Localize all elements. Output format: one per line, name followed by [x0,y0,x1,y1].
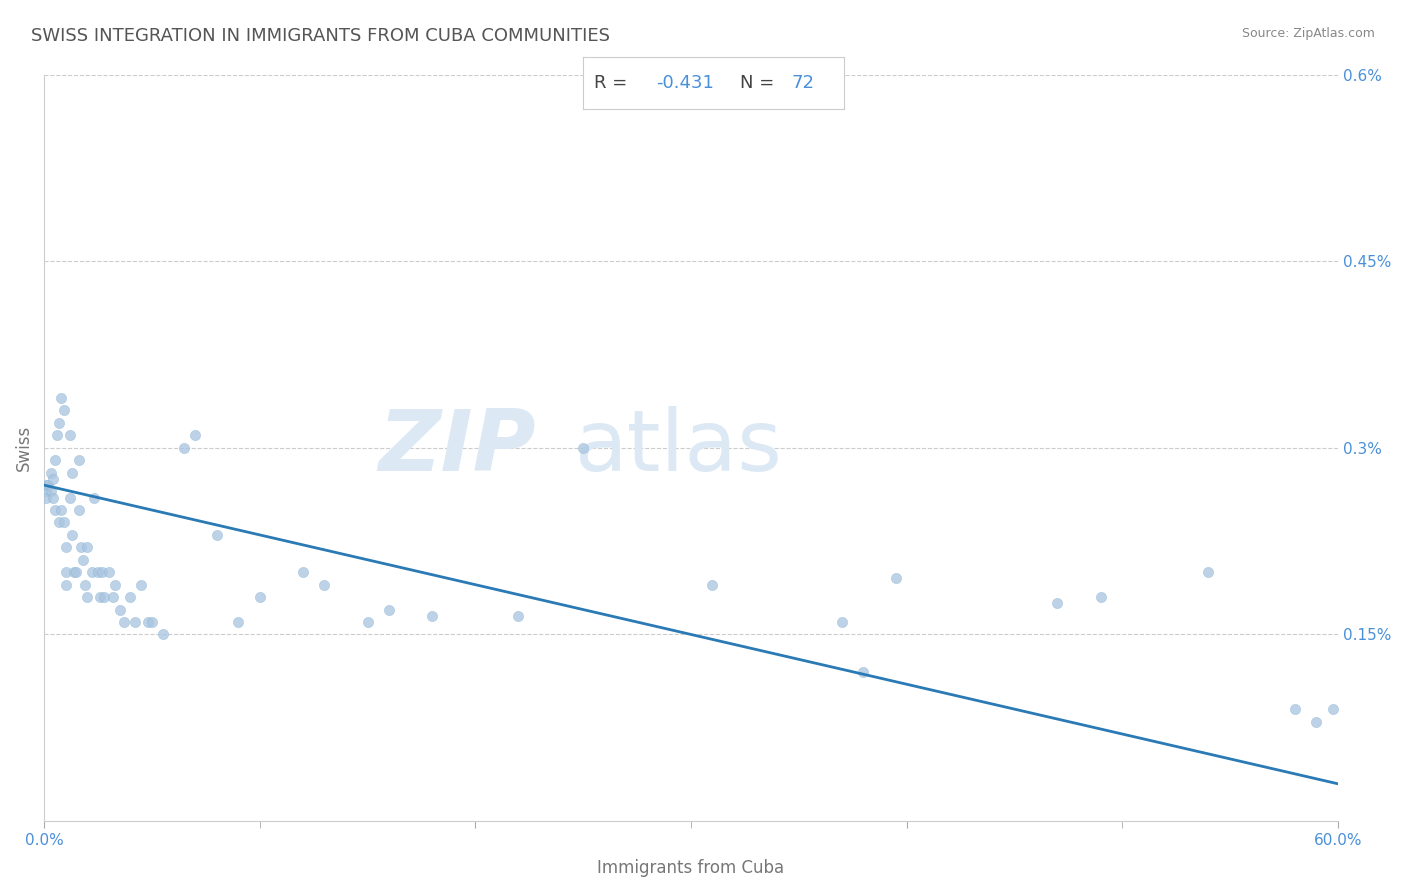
Point [37,478,59,492]
Point [55,577,77,591]
Point [129,577,152,591]
Point [1046,596,1069,610]
Point [572,441,595,455]
Point [291,566,314,580]
Text: -0.431: -0.431 [657,74,714,92]
Text: 72: 72 [792,74,814,92]
Point [42,491,65,505]
Point [44,503,66,517]
Point [314,577,336,591]
Point [378,602,401,616]
Point [136,615,159,629]
Point [69,541,91,555]
Point [112,615,135,629]
Point [93,590,115,604]
Point [508,608,530,623]
Point [226,615,249,629]
Point [55,566,77,580]
Point [124,615,146,629]
Point [108,602,131,616]
Text: R =: R = [593,74,633,92]
Point [55,541,77,555]
Point [97,566,120,580]
Point [52,516,75,530]
Point [65,566,87,580]
Point [67,453,90,467]
Point [1284,702,1306,716]
Point [46,428,69,442]
Point [67,503,90,517]
Point [39,484,62,499]
Point [60,528,83,542]
Point [59,428,82,442]
Point [173,441,195,455]
Point [80,566,103,580]
Point [87,566,110,580]
Point [60,466,83,480]
Point [35,491,58,505]
Point [76,541,98,555]
Point [152,627,174,641]
Point [249,590,271,604]
Point [205,528,228,542]
Text: Source: ZipAtlas.com: Source: ZipAtlas.com [1241,27,1375,40]
Point [39,466,62,480]
Text: atlas: atlas [575,406,783,490]
Point [852,665,875,679]
Point [1090,590,1112,604]
Y-axis label: Swiss: Swiss [15,425,32,471]
Point [91,566,114,580]
Text: ZIP: ZIP [378,406,536,490]
Point [52,403,75,417]
Point [1305,714,1327,729]
Point [831,615,853,629]
Point [42,472,65,486]
Point [120,590,142,604]
X-axis label: Immigrants from Cuba: Immigrants from Cuba [598,859,785,877]
Point [184,428,207,442]
Point [75,577,97,591]
Point [51,391,73,405]
Text: SWISS INTEGRATION IN IMMIGRANTS FROM CUBA COMMUNITIES: SWISS INTEGRATION IN IMMIGRANTS FROM CUB… [31,27,610,45]
Point [72,553,94,567]
Text: N =: N = [740,74,779,92]
Point [63,566,86,580]
Point [702,577,724,591]
Point [76,590,98,604]
Point [1197,566,1219,580]
Point [48,416,70,430]
Point [101,590,124,604]
Point [83,491,105,505]
Point [420,608,443,623]
Point [35,478,58,492]
Point [1322,702,1344,716]
Point [35,484,58,499]
Point [141,615,163,629]
Point [356,615,378,629]
Point [104,577,127,591]
Point [59,491,82,505]
Point [51,503,73,517]
Point [48,516,70,530]
Point [44,453,66,467]
Point [884,571,907,585]
Point [89,590,111,604]
